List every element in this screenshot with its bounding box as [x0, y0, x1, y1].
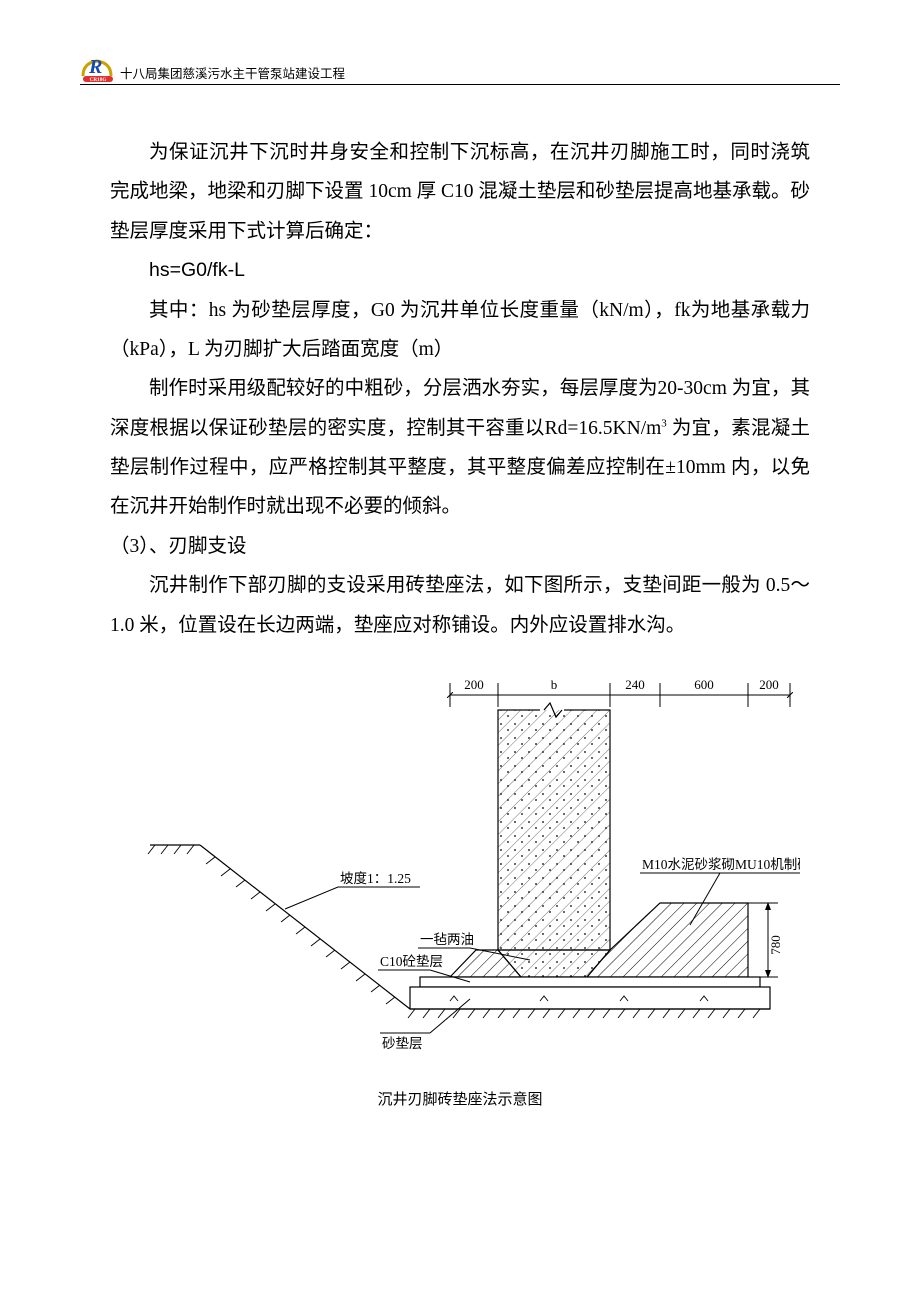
paragraph-2: 其中：hs 为砂垫层厚度，G0 为沉井单位长度重量（kN/m），fk为地基承载力…	[110, 291, 810, 370]
ground-below	[408, 1009, 770, 1018]
dim-600: 600	[694, 677, 714, 692]
paragraph-3: 制作时采用级配较好的中粗砂，分层洒水夯实，每层厚度为20-30cm 为宜，其深度…	[110, 369, 810, 527]
paragraph-4: 沉井制作下部刃脚的支设采用砖垫座法，如下图所示，支垫间距一般为 0.5～1.0 …	[110, 566, 810, 645]
heading-3: （3）、刃脚支设	[110, 527, 810, 566]
dim-780: 780	[768, 935, 783, 955]
brick-pad	[587, 903, 748, 977]
svg-text:R: R	[88, 56, 102, 78]
slope	[148, 845, 410, 1009]
wall-hatch	[498, 710, 610, 950]
label-sand: 砂垫层	[382, 1036, 423, 1051]
page: R CR18G 十八局集团慈溪污水主干管泵站建设工程 为保证沉井下沉时井身安全和…	[0, 0, 920, 1302]
company-logo: R CR18G	[80, 53, 116, 83]
dim-b: b	[551, 677, 558, 692]
page-header: R CR18G 十八局集团慈溪污水主干管泵站建设工程	[80, 50, 840, 85]
dim-200a: 200	[464, 677, 484, 692]
dim-top	[450, 683, 790, 707]
paragraph-1: 为保证沉井下沉时井身安全和控制下沉标高，在沉井刃脚施工时，同时浇筑完成地梁，地梁…	[110, 133, 810, 251]
dim-240: 240	[625, 677, 645, 692]
figure-caption: 沉井刃脚砖垫座法示意图	[110, 1088, 810, 1109]
c10-layer	[420, 977, 760, 987]
header-title: 十八局集团慈溪污水主干管泵站建设工程	[120, 63, 345, 82]
label-slope: 坡度1：1.25	[340, 871, 411, 886]
label-c10: C10砼垫层	[380, 954, 443, 969]
diagram-svg: 200 b 240 600 200	[120, 665, 800, 1065]
sand-layer	[410, 987, 770, 1009]
figure: 200 b 240 600 200	[110, 665, 810, 1109]
label-brick: M10水泥砂浆砌MU10机制砖	[642, 857, 800, 872]
label-felt: 一毡两油	[420, 932, 474, 947]
formula-hs: hs=G0/fk-L	[110, 251, 810, 290]
dim-200b: 200	[759, 677, 779, 692]
logo-subtext: CR18G	[90, 77, 107, 83]
